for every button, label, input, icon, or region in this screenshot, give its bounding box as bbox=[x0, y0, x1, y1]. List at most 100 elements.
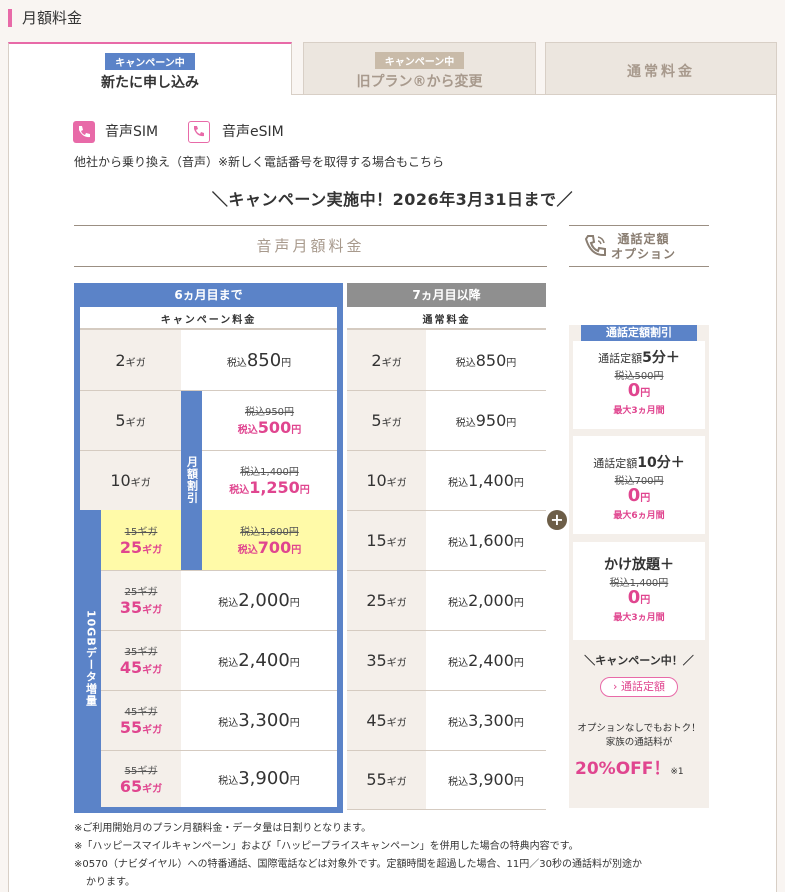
text-fragment: 円 bbox=[506, 357, 517, 369]
text-fragment: 税込 bbox=[229, 485, 250, 496]
text-fragment: 700 bbox=[257, 538, 292, 557]
text-fragment: 税込3,900円 bbox=[218, 768, 300, 789]
text-fragment: 25ギガ bbox=[120, 538, 162, 557]
text-fragment: 65ギガ bbox=[120, 777, 162, 796]
text-fragment: 500 bbox=[257, 418, 292, 437]
text-fragment: ギガ bbox=[386, 477, 407, 489]
text-fragment: 円 bbox=[281, 357, 292, 369]
text-fragment: 税込 bbox=[448, 537, 469, 549]
text-fragment: 円 bbox=[291, 425, 302, 436]
text-fragment: 税込 bbox=[240, 527, 261, 538]
text-fragment: 円 bbox=[289, 776, 300, 787]
row-divider bbox=[347, 390, 546, 391]
gig-cell: 55ギガ 65ギガ bbox=[101, 750, 181, 807]
price-cell: 税込1,400円 税込1,250円 bbox=[202, 450, 337, 510]
text-fragment: 税込1,600円 bbox=[240, 523, 299, 538]
discount-label: 月額割引 bbox=[181, 390, 202, 570]
text-fragment: ギガ bbox=[381, 357, 402, 369]
text-fragment: 税込 bbox=[237, 425, 258, 436]
text-fragment: 55ギガ bbox=[120, 718, 162, 737]
text-fragment: 45 bbox=[124, 707, 138, 718]
text-fragment: 5ギガ bbox=[115, 411, 145, 430]
text-fragment: ギガ bbox=[386, 657, 407, 669]
text-fragment: 税込3,300円 bbox=[218, 710, 300, 731]
voice-esim-label: 音声eSIM bbox=[222, 124, 284, 140]
text-fragment: ギガ bbox=[125, 357, 146, 369]
highlight-row bbox=[101, 510, 337, 570]
text-fragment: 35ギガ bbox=[120, 598, 162, 617]
text-fragment: 5分＋ bbox=[642, 350, 680, 366]
text-fragment: 税込2,000円 bbox=[448, 591, 524, 610]
text-fragment: 円 bbox=[288, 527, 299, 538]
text-fragment: 10ギガ bbox=[347, 450, 426, 510]
text-fragment: 円 bbox=[513, 717, 524, 729]
call-option-link[interactable]: › 通話定額 bbox=[600, 677, 678, 697]
text-fragment: 円 bbox=[291, 545, 302, 556]
text-fragment: 円 bbox=[506, 417, 517, 429]
text-fragment: 円 bbox=[640, 388, 651, 399]
text-fragment: 0円 bbox=[573, 589, 705, 610]
text-fragment: 10ギガ bbox=[110, 471, 150, 490]
text-fragment: ギガ bbox=[142, 783, 163, 795]
divider bbox=[347, 328, 546, 330]
option-card-unlimited: かけ放題＋ 税込1,400円 0円 最大3ヵ月間 bbox=[573, 542, 705, 640]
text-fragment: 35ギガ bbox=[125, 643, 158, 658]
gig-cell: 45ギガ 55ギガ bbox=[101, 690, 181, 750]
text-fragment: 45 bbox=[119, 658, 143, 677]
text-fragment: 通話定額5分＋ bbox=[573, 347, 705, 367]
text-fragment: ギガ bbox=[137, 587, 158, 598]
price-cell: 税込1,600円 税込700円 bbox=[202, 510, 337, 570]
text-fragment: ギガ bbox=[125, 417, 146, 429]
text-fragment bbox=[79, 126, 90, 138]
text-fragment: 45ギガ bbox=[366, 711, 406, 730]
text-fragment: 2ギガ bbox=[347, 330, 426, 390]
family-note: オプションなしでもおトク！ 家族の通話料が bbox=[569, 722, 709, 750]
row-divider bbox=[80, 450, 181, 451]
text-fragment: 3,900 bbox=[238, 768, 290, 789]
text-fragment: 55 bbox=[366, 770, 387, 789]
text-fragment: 家族の通話料が bbox=[605, 737, 673, 748]
gig-cell: 10ギガ bbox=[80, 450, 181, 510]
tab-normal-price[interactable]: 通常料金 bbox=[545, 42, 777, 94]
row-divider bbox=[80, 390, 337, 391]
gig-cell: 2ギガ bbox=[80, 330, 181, 390]
gig-cell: 25ギガ 35ギガ bbox=[101, 570, 181, 630]
text-fragment: 円 bbox=[513, 777, 524, 788]
text-fragment: 35ギガ bbox=[347, 630, 426, 690]
text-fragment: 税込850円 bbox=[456, 351, 517, 370]
text-fragment: 35 bbox=[119, 598, 143, 617]
text-fragment: 25ギガ bbox=[347, 570, 426, 630]
text-fragment: 25 bbox=[124, 587, 138, 598]
row-divider bbox=[347, 570, 546, 571]
text-fragment: 税込 bbox=[237, 545, 258, 556]
text-fragment: 通話定額 bbox=[620, 680, 665, 693]
option-card-5min: 通話定額5分＋ 税込500円 0円 最大3ヵ月間 bbox=[573, 341, 705, 429]
gig-cell: 15ギガ 25ギガ bbox=[101, 510, 181, 570]
text-fragment: 税込 bbox=[448, 477, 469, 489]
text-fragment: 1,600 bbox=[260, 527, 289, 538]
text-fragment: 25ギガ bbox=[125, 583, 158, 598]
price-cell: 税込850円 bbox=[181, 330, 337, 390]
text-fragment: ギガ bbox=[386, 537, 407, 549]
tab-plan-change[interactable]: キャンペーン中 旧プラン®から変更 bbox=[303, 42, 536, 94]
plus-icon: + bbox=[547, 510, 567, 530]
text-fragment: 2,000 bbox=[238, 589, 290, 611]
option-card-10min: 通話定額10分＋ 税込700円 0円 最大6ヵ月間 bbox=[573, 436, 705, 534]
text-fragment: 1,600 bbox=[468, 530, 514, 550]
text-fragment: 55ギガ bbox=[366, 770, 406, 789]
gig-cell-bg bbox=[80, 390, 181, 450]
text-fragment: 1,400 bbox=[468, 470, 514, 490]
normal-column-head: 7ヵ月目以降 bbox=[347, 283, 546, 307]
text-fragment: ギガ bbox=[386, 777, 407, 788]
gig-cell-bg bbox=[80, 450, 181, 510]
row-divider bbox=[101, 570, 337, 571]
text-fragment: ギガ bbox=[142, 665, 163, 676]
tab-badge: キャンペーン中 bbox=[105, 53, 195, 70]
text-fragment: 税込2,400円 bbox=[426, 630, 546, 690]
text-fragment: 税込2,400円 bbox=[448, 651, 524, 670]
text-fragment: 通話定額10分＋ bbox=[573, 452, 705, 472]
text-fragment: ギガ bbox=[381, 417, 402, 429]
tab-new-application[interactable]: キャンペーン中 新たに申し込み bbox=[8, 42, 292, 95]
text-fragment: ※1 bbox=[670, 767, 684, 777]
heading-accent-bar bbox=[8, 9, 12, 27]
